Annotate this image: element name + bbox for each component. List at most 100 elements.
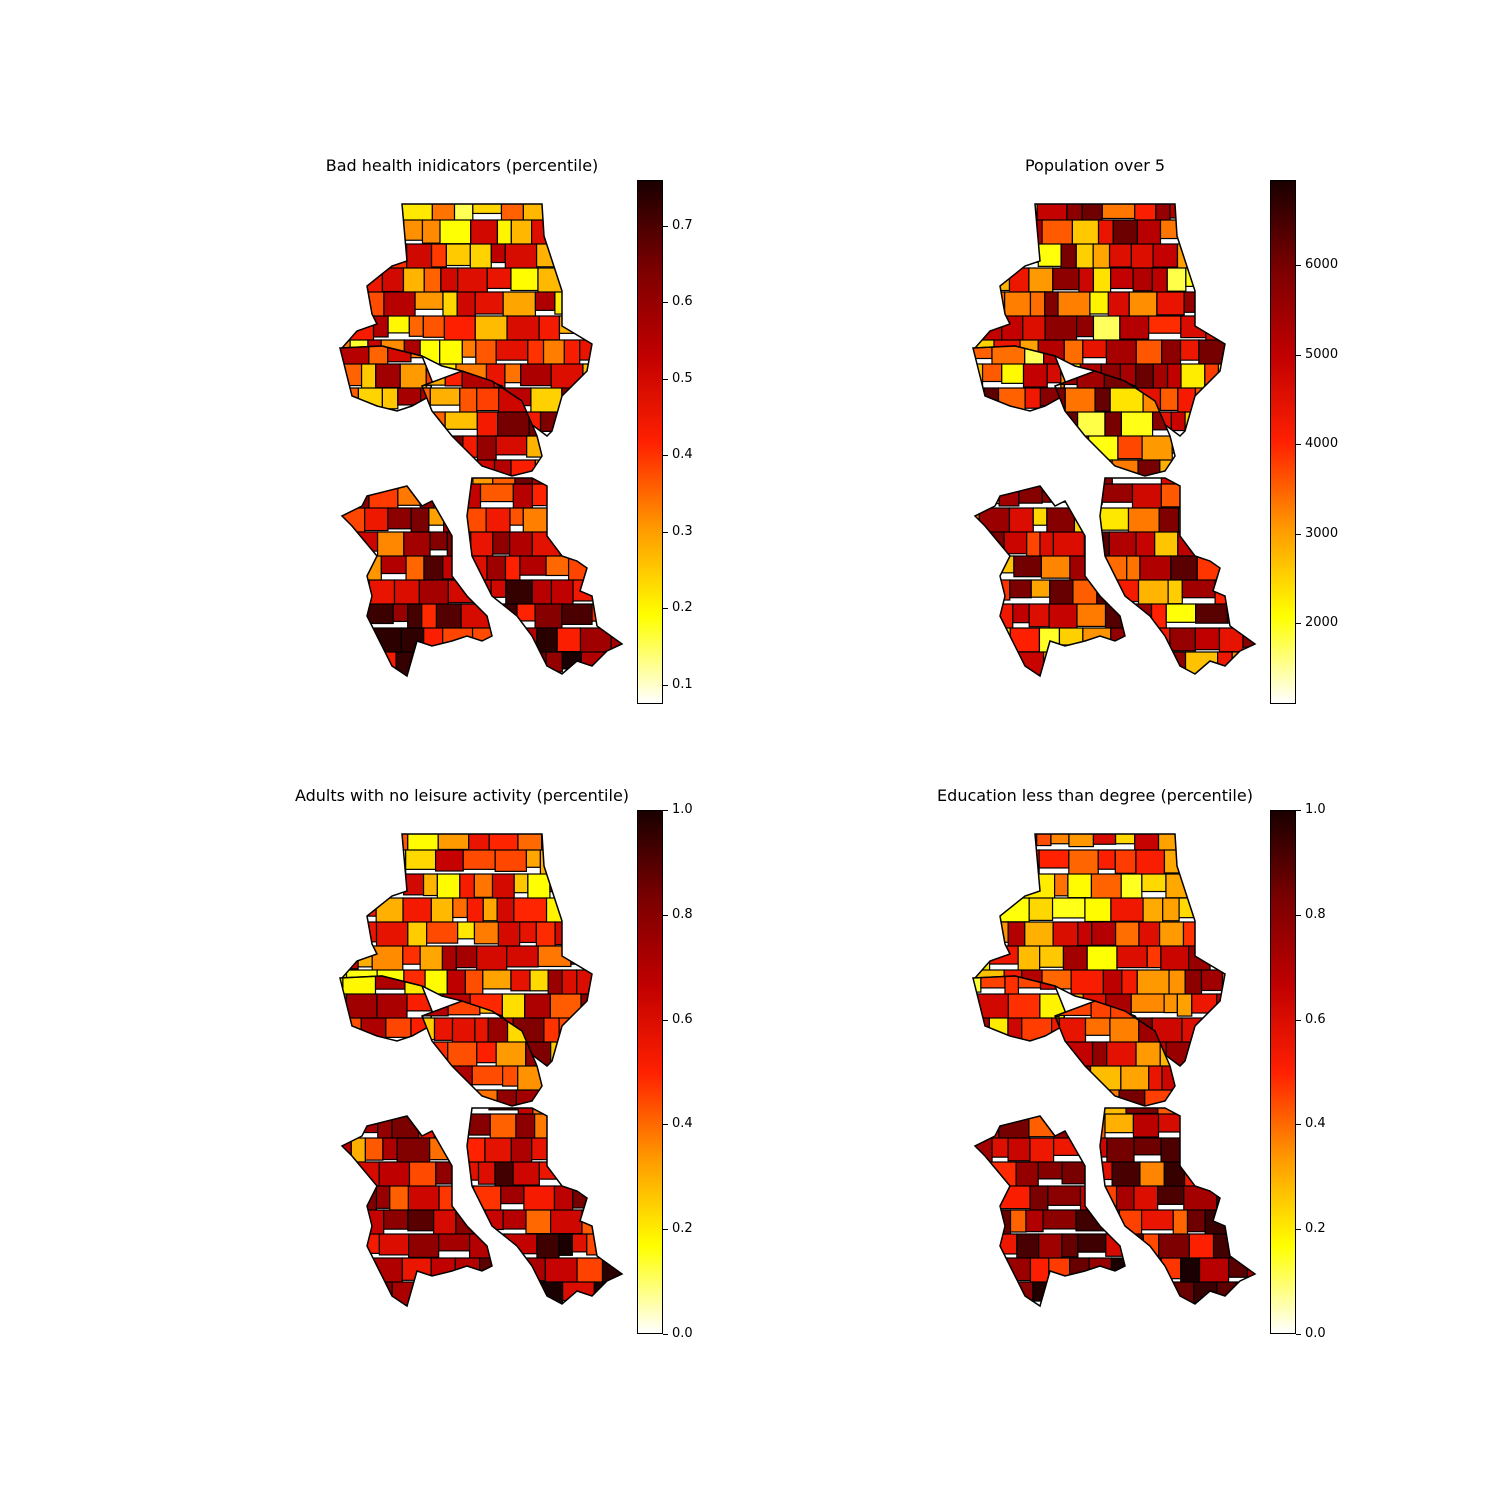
- census-tract: [977, 1041, 995, 1066]
- census-tract: [538, 676, 558, 697]
- census-tract: [337, 1234, 361, 1251]
- census-tract: [975, 627, 989, 650]
- census-tract: [586, 850, 610, 873]
- census-tract: [612, 1209, 622, 1232]
- census-tract: [408, 460, 433, 485]
- census-tract: [553, 1114, 579, 1132]
- census-tract: [576, 507, 609, 540]
- census-tract: [322, 292, 350, 314]
- census-tract: [570, 921, 588, 951]
- census-tract: [1177, 220, 1209, 238]
- census-tract: [349, 1282, 374, 1314]
- census-tract: [422, 459, 428, 476]
- census-tract: [322, 874, 349, 894]
- census-tract: [547, 507, 578, 531]
- census-tract: [588, 1066, 605, 1094]
- census-tract: [1050, 834, 1070, 845]
- census-tract: [342, 1305, 344, 1306]
- census-tract: [1070, 435, 1090, 462]
- census-tract: [577, 850, 592, 876]
- census-tract: [982, 219, 1000, 245]
- area-outline: [339, 345, 433, 412]
- census-tract: [1119, 315, 1150, 340]
- census-tract: [1021, 436, 1039, 461]
- census-tract: [345, 1042, 364, 1071]
- census-tract: [322, 244, 342, 277]
- census-tract: [449, 1114, 467, 1138]
- census-tract: [1230, 507, 1250, 535]
- census-tract: [538, 700, 560, 716]
- census-tract: [342, 1116, 354, 1124]
- census-tract: [1011, 651, 1045, 676]
- census-tract: [343, 1042, 375, 1068]
- census-tract: [1244, 478, 1255, 494]
- census-tract: [545, 436, 576, 465]
- census-tract: [599, 460, 624, 478]
- census-tract: [970, 412, 985, 436]
- colorbar-tick-mark: [663, 914, 668, 916]
- census-tract: [1222, 412, 1240, 444]
- census-tract: [363, 676, 394, 702]
- census-tract: [593, 196, 608, 218]
- census-tract: [560, 436, 591, 456]
- census-tract: [542, 1306, 575, 1338]
- census-tract: [495, 700, 510, 716]
- census-tract: [567, 700, 592, 716]
- census-tract: [600, 922, 625, 945]
- panel-title: Bad health inidicators (percentile): [325, 156, 599, 175]
- census-tract: [421, 219, 441, 244]
- census-tract: [1101, 483, 1134, 503]
- census-tract: [983, 196, 1015, 223]
- census-tract: [420, 1305, 452, 1306]
- census-tract: [1240, 412, 1269, 429]
- census-tract: [1004, 244, 1022, 271]
- census-tract: [551, 874, 582, 900]
- census-tract: [955, 340, 974, 370]
- census-tract: [353, 1066, 381, 1099]
- census-tract: [1081, 700, 1101, 716]
- census-tract: [1238, 220, 1268, 252]
- census-tract: [558, 1138, 579, 1160]
- census-tract: [342, 435, 343, 436]
- census-tract: [322, 220, 339, 250]
- census-tract: [972, 556, 1004, 580]
- census-tract: [534, 291, 556, 311]
- census-tract: [598, 1138, 616, 1169]
- census-tract: [385, 1017, 412, 1038]
- census-tract: [603, 850, 627, 872]
- census-tract: [322, 412, 350, 443]
- census-tract: [1160, 483, 1190, 508]
- census-tract: [404, 435, 426, 436]
- census-tract: [1173, 436, 1197, 453]
- census-tract: [619, 1306, 636, 1323]
- census-tract: [469, 652, 498, 673]
- census-tract: [1110, 627, 1125, 652]
- census-tract: [1228, 1018, 1261, 1052]
- census-tract: [322, 1042, 345, 1071]
- census-tract: [955, 460, 975, 484]
- census-tract: [1231, 364, 1250, 383]
- census-tract: [1179, 196, 1205, 229]
- census-tract: [322, 316, 341, 349]
- census-tract: [342, 579, 349, 610]
- census-tract: [1150, 676, 1177, 702]
- census-tract: [1136, 969, 1170, 998]
- census-tract: [444, 460, 459, 487]
- census-tract: [433, 1330, 452, 1346]
- census-tract: [492, 628, 506, 654]
- census-tract: [402, 1306, 434, 1339]
- census-tract: [377, 700, 397, 716]
- census-tract: [500, 1330, 525, 1346]
- census-tract: [1192, 220, 1218, 251]
- census-tract: [580, 1114, 597, 1137]
- census-tract: [342, 219, 348, 249]
- census-tract: [986, 921, 1009, 943]
- census-tract: [605, 508, 633, 532]
- census-tract: [434, 849, 464, 872]
- census-tract: [384, 1042, 405, 1070]
- census-tract: [1238, 1066, 1264, 1091]
- census-tract: [558, 700, 581, 716]
- census-tract: [339, 1066, 359, 1090]
- census-tract: [557, 484, 577, 514]
- census-tract: [602, 1090, 633, 1119]
